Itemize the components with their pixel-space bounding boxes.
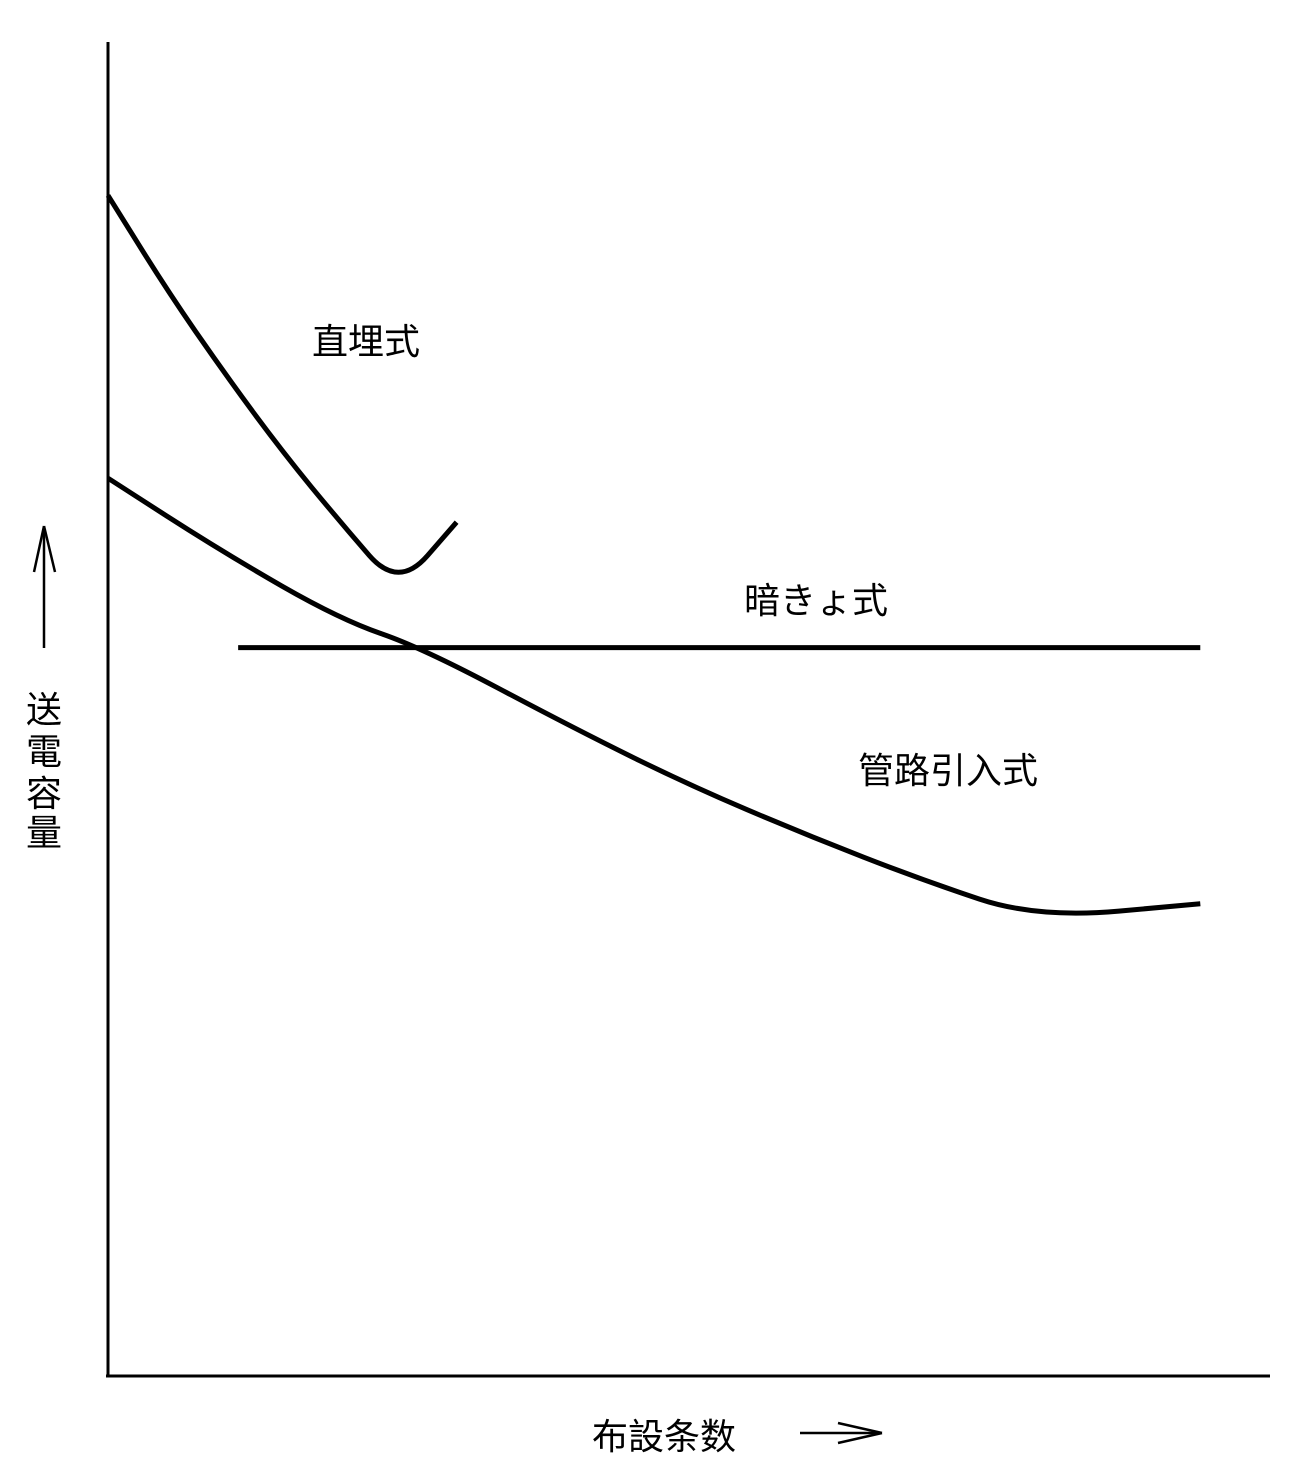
series-label-chokumai: 直埋式: [312, 322, 420, 363]
series-line-chokumai: [105, 194, 459, 575]
y-axis-label-char: 容: [26, 774, 62, 815]
series-line-kanro: [106, 476, 1201, 916]
series-label-kanro: 管路引入式: [858, 751, 1038, 792]
y-axis-label: 送 電 容 量: [26, 690, 62, 854]
series-label-ankyo: 暗きょ式: [744, 581, 888, 622]
y-axis-label-char: 電: [26, 732, 62, 773]
y-axis-label-char: 量: [26, 813, 62, 854]
y-axis-label-char: 送: [26, 690, 62, 731]
y-axis-arrow: [32, 525, 57, 648]
x-axis-label: 布設条数: [592, 1417, 736, 1458]
x-axis-arrow: [800, 1421, 883, 1445]
